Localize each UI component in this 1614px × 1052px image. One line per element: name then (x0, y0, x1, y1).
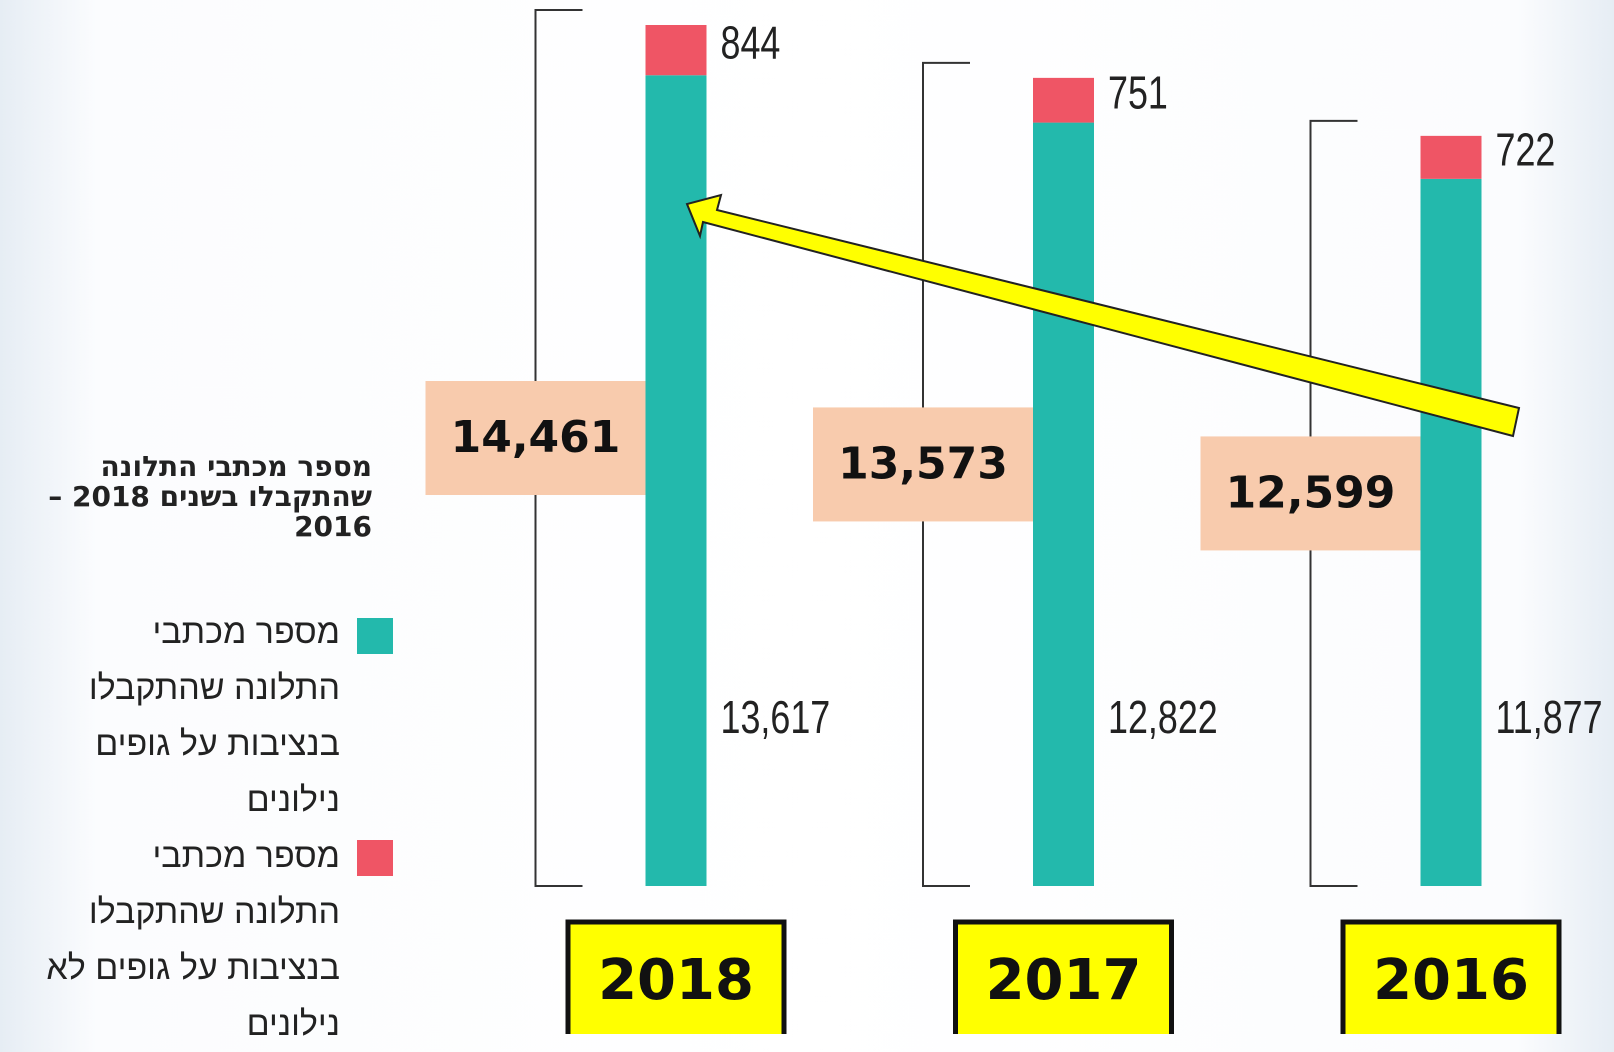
value-label: 751 (1108, 67, 1168, 118)
bar-segment (645, 75, 707, 887)
bar-segment (1420, 135, 1482, 179)
bar-segment (1033, 77, 1094, 123)
value-label: 844 (721, 17, 781, 68)
year-box (565, 919, 787, 1034)
bar-segment (645, 25, 707, 76)
total-label: 12,599 (1226, 467, 1396, 518)
total-label: 13,573 (838, 438, 1008, 489)
x-tick-label: 2018 (598, 948, 754, 1013)
value-label: 11,877 (1495, 692, 1602, 743)
total-label: 14,461 (451, 412, 621, 463)
year-box (953, 919, 1174, 1034)
arrow (685, 193, 1521, 438)
value-label: 12,822 (1108, 692, 1218, 743)
x-tick-label: 2016 (1373, 948, 1529, 1013)
bar-segment (1420, 178, 1482, 886)
legend-label: מספר מכתבי התלונה שהתקבלו בנציבות על גופ… (46, 837, 340, 1043)
bar-segment (1033, 122, 1094, 887)
total-box (1200, 436, 1421, 551)
total-box (813, 407, 1033, 522)
value-label: 13,617 (721, 692, 831, 743)
x-tick-label: 2017 (986, 948, 1142, 1013)
legend-label: מספר מכתבי התלונה שהתקבלו בנציבות על גופ… (88, 613, 340, 819)
legend-swatch (357, 840, 393, 876)
chart-title: מספר מכתבי התלונה שהתקבלו בשנים 2018 – 2… (48, 450, 372, 543)
total-box (425, 381, 646, 495)
value-label: 722 (1495, 124, 1555, 175)
year-box (1340, 919, 1562, 1034)
legend-swatch (357, 618, 393, 654)
